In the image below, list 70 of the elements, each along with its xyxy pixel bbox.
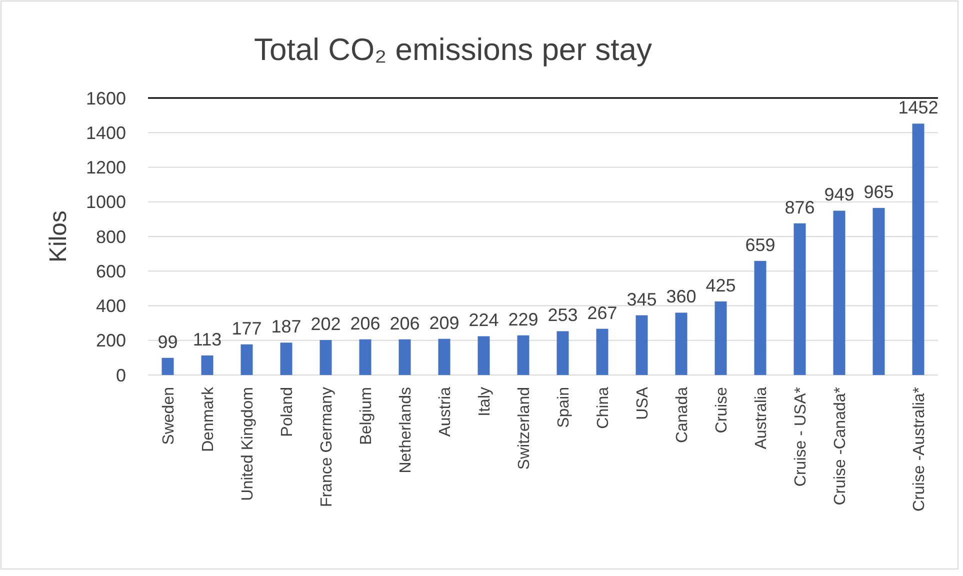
x-tick-label: Belgium (358, 387, 375, 445)
x-tick-label: Austria (436, 386, 454, 437)
bar (320, 340, 332, 375)
y-tick-label: 1200 (86, 158, 126, 178)
bar (240, 344, 253, 375)
bar (398, 339, 411, 375)
x-tick-label: Spain (555, 387, 572, 428)
y-tick-label: 200 (96, 330, 126, 351)
data-label: 229 (508, 309, 538, 330)
bar (833, 210, 846, 375)
data-label: 209 (429, 312, 460, 333)
x-tick-label: Cruise (713, 386, 730, 434)
bar (754, 260, 766, 375)
y-tick-label: 1400 (86, 122, 126, 143)
bar (280, 342, 292, 375)
y-tick-label: 600 (96, 261, 126, 282)
data-label: 659 (745, 234, 776, 255)
data-label: 202 (310, 314, 341, 334)
data-label: 187 (271, 316, 302, 337)
data-label: 345 (626, 289, 657, 310)
y-tick-label: 800 (96, 226, 126, 247)
x-tick-label: Cruise - USA* (792, 387, 810, 487)
bar (201, 355, 214, 375)
y-tick-label: 400 (96, 296, 126, 316)
x-tick-label: Australia (752, 386, 770, 450)
bar (794, 223, 806, 375)
data-label: 876 (784, 197, 815, 218)
y-tick-label: 1600 (86, 88, 126, 108)
bar (359, 339, 372, 375)
data-label: 360 (666, 286, 696, 307)
x-tick-label: Netherlands (397, 387, 414, 474)
x-tick-label: United Kingdom (239, 387, 256, 501)
data-label: 267 (587, 302, 618, 323)
data-label: 253 (548, 305, 578, 326)
bar (675, 312, 688, 375)
x-tick-label: France Germany (318, 387, 336, 508)
x-tick-label: Poland (278, 387, 296, 437)
bar (636, 315, 648, 375)
bar (556, 331, 569, 375)
y-tick-label: 1000 (86, 192, 126, 212)
data-label: 425 (706, 275, 736, 296)
data-label: 965 (864, 182, 894, 202)
data-label: 113 (192, 329, 222, 350)
bar (478, 336, 490, 375)
x-tick-label: Cruise -Australia* (910, 387, 928, 512)
x-tick-label: Sweden (160, 387, 178, 445)
bar (517, 335, 530, 375)
x-tick-label: Canada (674, 386, 691, 444)
x-tick-label: China (594, 386, 612, 429)
x-tick-label: Italy (476, 387, 494, 416)
y-tick-label: 0 (116, 365, 126, 386)
bar (714, 301, 727, 375)
bar (596, 328, 608, 375)
y-axis-title: Kilos (45, 210, 72, 263)
x-tick-label: USA (634, 386, 652, 420)
x-tick-label: Cruise -Canada* (832, 387, 849, 506)
data-label: 224 (468, 310, 499, 330)
x-tick-label: Denmark (200, 386, 217, 452)
data-label: 177 (232, 318, 262, 338)
bar (912, 124, 924, 375)
bar (162, 358, 174, 375)
data-label: 206 (390, 313, 420, 334)
x-tick-label: Switzerland (516, 387, 533, 470)
data-label: 206 (350, 313, 380, 334)
data-label: 1452 (898, 98, 938, 118)
data-label: 99 (158, 332, 178, 352)
bar (872, 208, 885, 375)
bar (438, 338, 450, 375)
chart-title: Total CO₂ emissions per stay (254, 32, 652, 67)
data-label: 949 (824, 184, 854, 205)
